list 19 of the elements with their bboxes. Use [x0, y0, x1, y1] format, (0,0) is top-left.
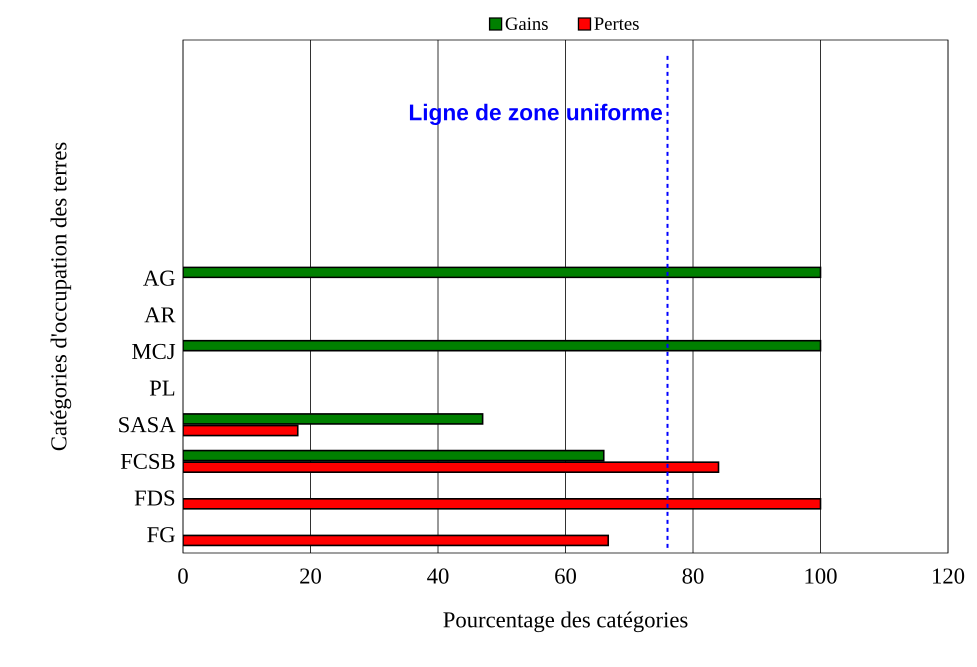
x-tick-label: 0 — [178, 568, 188, 584]
legend-label: Gains — [506, 17, 548, 30]
x-tick-label: 100 — [805, 568, 837, 584]
x-tick-label: 80 — [682, 568, 704, 584]
y-tick-label: AG — [143, 270, 175, 286]
y-tick-label: SASA — [119, 417, 176, 432]
x-tick-label: 60 — [555, 568, 576, 584]
legend-label: Pertes — [594, 18, 639, 30]
x-tick-label: 120 — [933, 568, 964, 584]
y-tick-label: MCJ — [132, 344, 176, 360]
y-tick-label: FG — [147, 527, 175, 542]
y-tick-label: FDS — [134, 490, 174, 506]
y-tick-label: AR — [144, 307, 176, 322]
y-tick-label: FCSB — [120, 454, 175, 470]
y-axis-title: Catégories d'occupation des terres — [50, 142, 72, 450]
x-axis-title: Pourcentage des catégories — [443, 611, 688, 632]
x-tick-label: 20 — [300, 568, 321, 584]
x-tick-label: 40 — [427, 568, 448, 584]
y-tick-label: PL — [150, 380, 174, 396]
